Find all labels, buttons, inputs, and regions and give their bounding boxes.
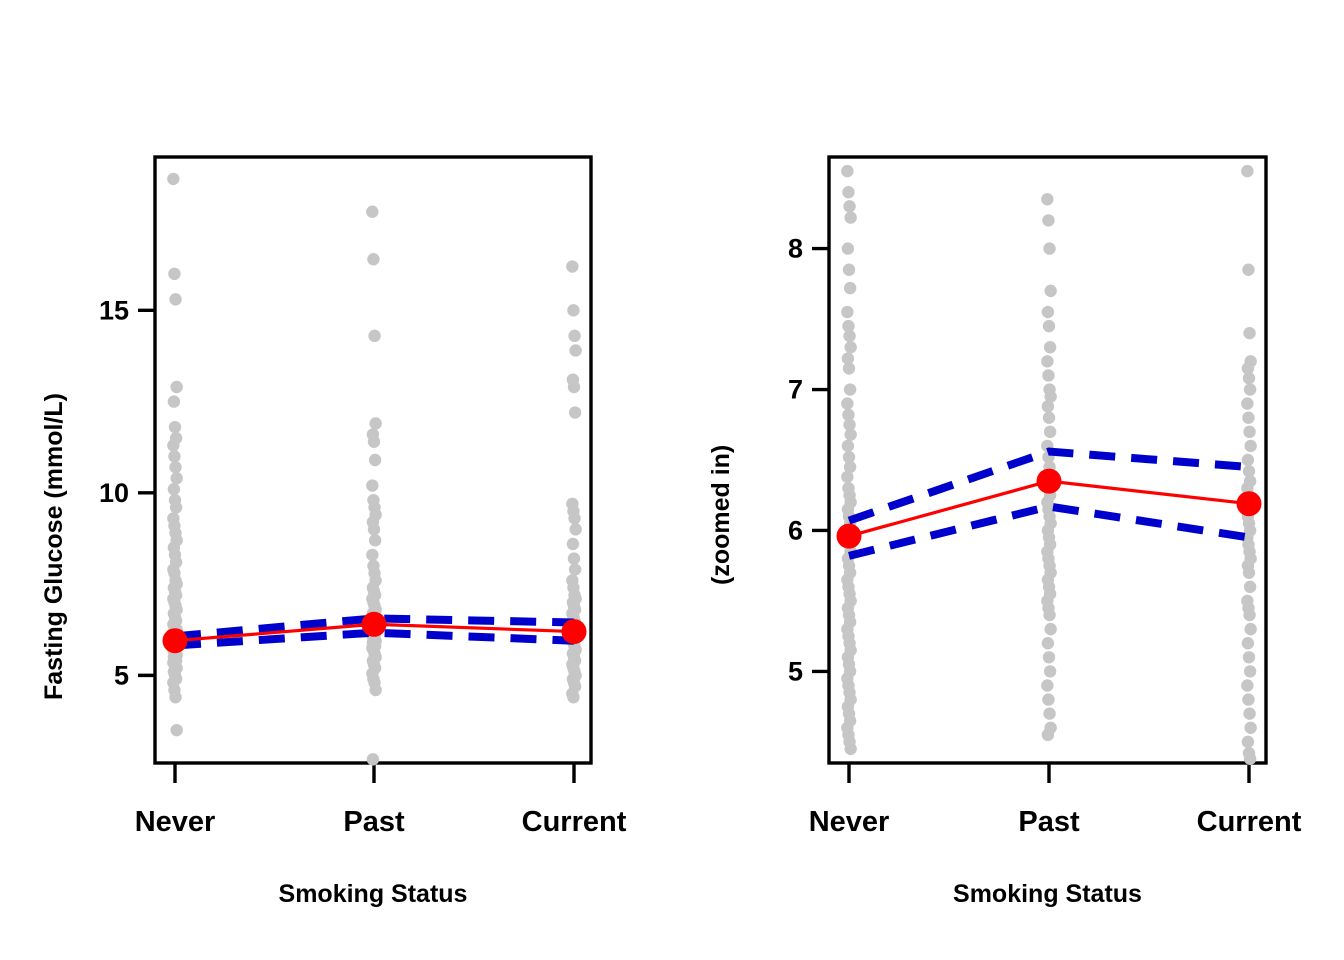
left-x-axis-title: Smoking Status [278, 880, 468, 908]
left-x-tick-label-current: Current [522, 806, 627, 838]
right-plot-graphic: 5 6 7 8 Never Past Current [788, 155, 1302, 838]
right-x-tick-label-current: Current [1197, 806, 1302, 838]
left-y-axis-title: Fasting Glucose (mmol/L) [40, 393, 68, 700]
right-raw-points-never [841, 164, 857, 756]
right-y-tick-label: 8 [788, 234, 803, 264]
right-x-tick-label-never: Never [809, 806, 890, 838]
left-y-tick-label: 10 [99, 478, 129, 508]
left-mean-point-current [561, 619, 587, 645]
right-mean-point-never [836, 523, 862, 549]
left-raw-points-past [366, 205, 382, 766]
right-raw-points-current [1241, 164, 1257, 765]
left-raw-points-current [566, 260, 582, 704]
left-plot-graphic: 5 10 15 Never Past Current [99, 155, 627, 838]
right-ci-lower-line [848, 502, 1250, 560]
left-plot-panel: 5 10 15 Never Past Current Fasting Glucose (m… [40, 155, 627, 908]
right-ci-upper-line [847, 447, 1250, 525]
left-ci-upper-line [174, 614, 575, 641]
left-ci-lower-line [174, 628, 575, 650]
right-y-tick-label: 6 [788, 515, 803, 545]
left-y-tick-label: 5 [114, 660, 129, 690]
left-x-tick-label-past: Past [343, 806, 405, 838]
right-mean-point-current [1236, 491, 1262, 517]
left-x-tick-label-never: Never [135, 806, 216, 838]
right-y-tick-label: 5 [788, 656, 803, 686]
right-raw-points-past [1041, 193, 1057, 742]
right-x-axis-title: Smoking Status [953, 880, 1142, 908]
left-y-tick-label: 15 [99, 295, 129, 325]
left-mean-point-past [361, 611, 387, 637]
right-y-tick-label: 7 [788, 375, 803, 405]
right-y-axis-title: (zoomed in) [707, 444, 735, 585]
right-x-tick-label-past: Past [1018, 806, 1080, 838]
right-mean-point-past [1036, 468, 1062, 494]
right-plot-panel: 5 6 7 8 Never Past Current (zoomed in) Smoking… [672, 0, 1344, 960]
left-mean-point-never [162, 628, 188, 654]
